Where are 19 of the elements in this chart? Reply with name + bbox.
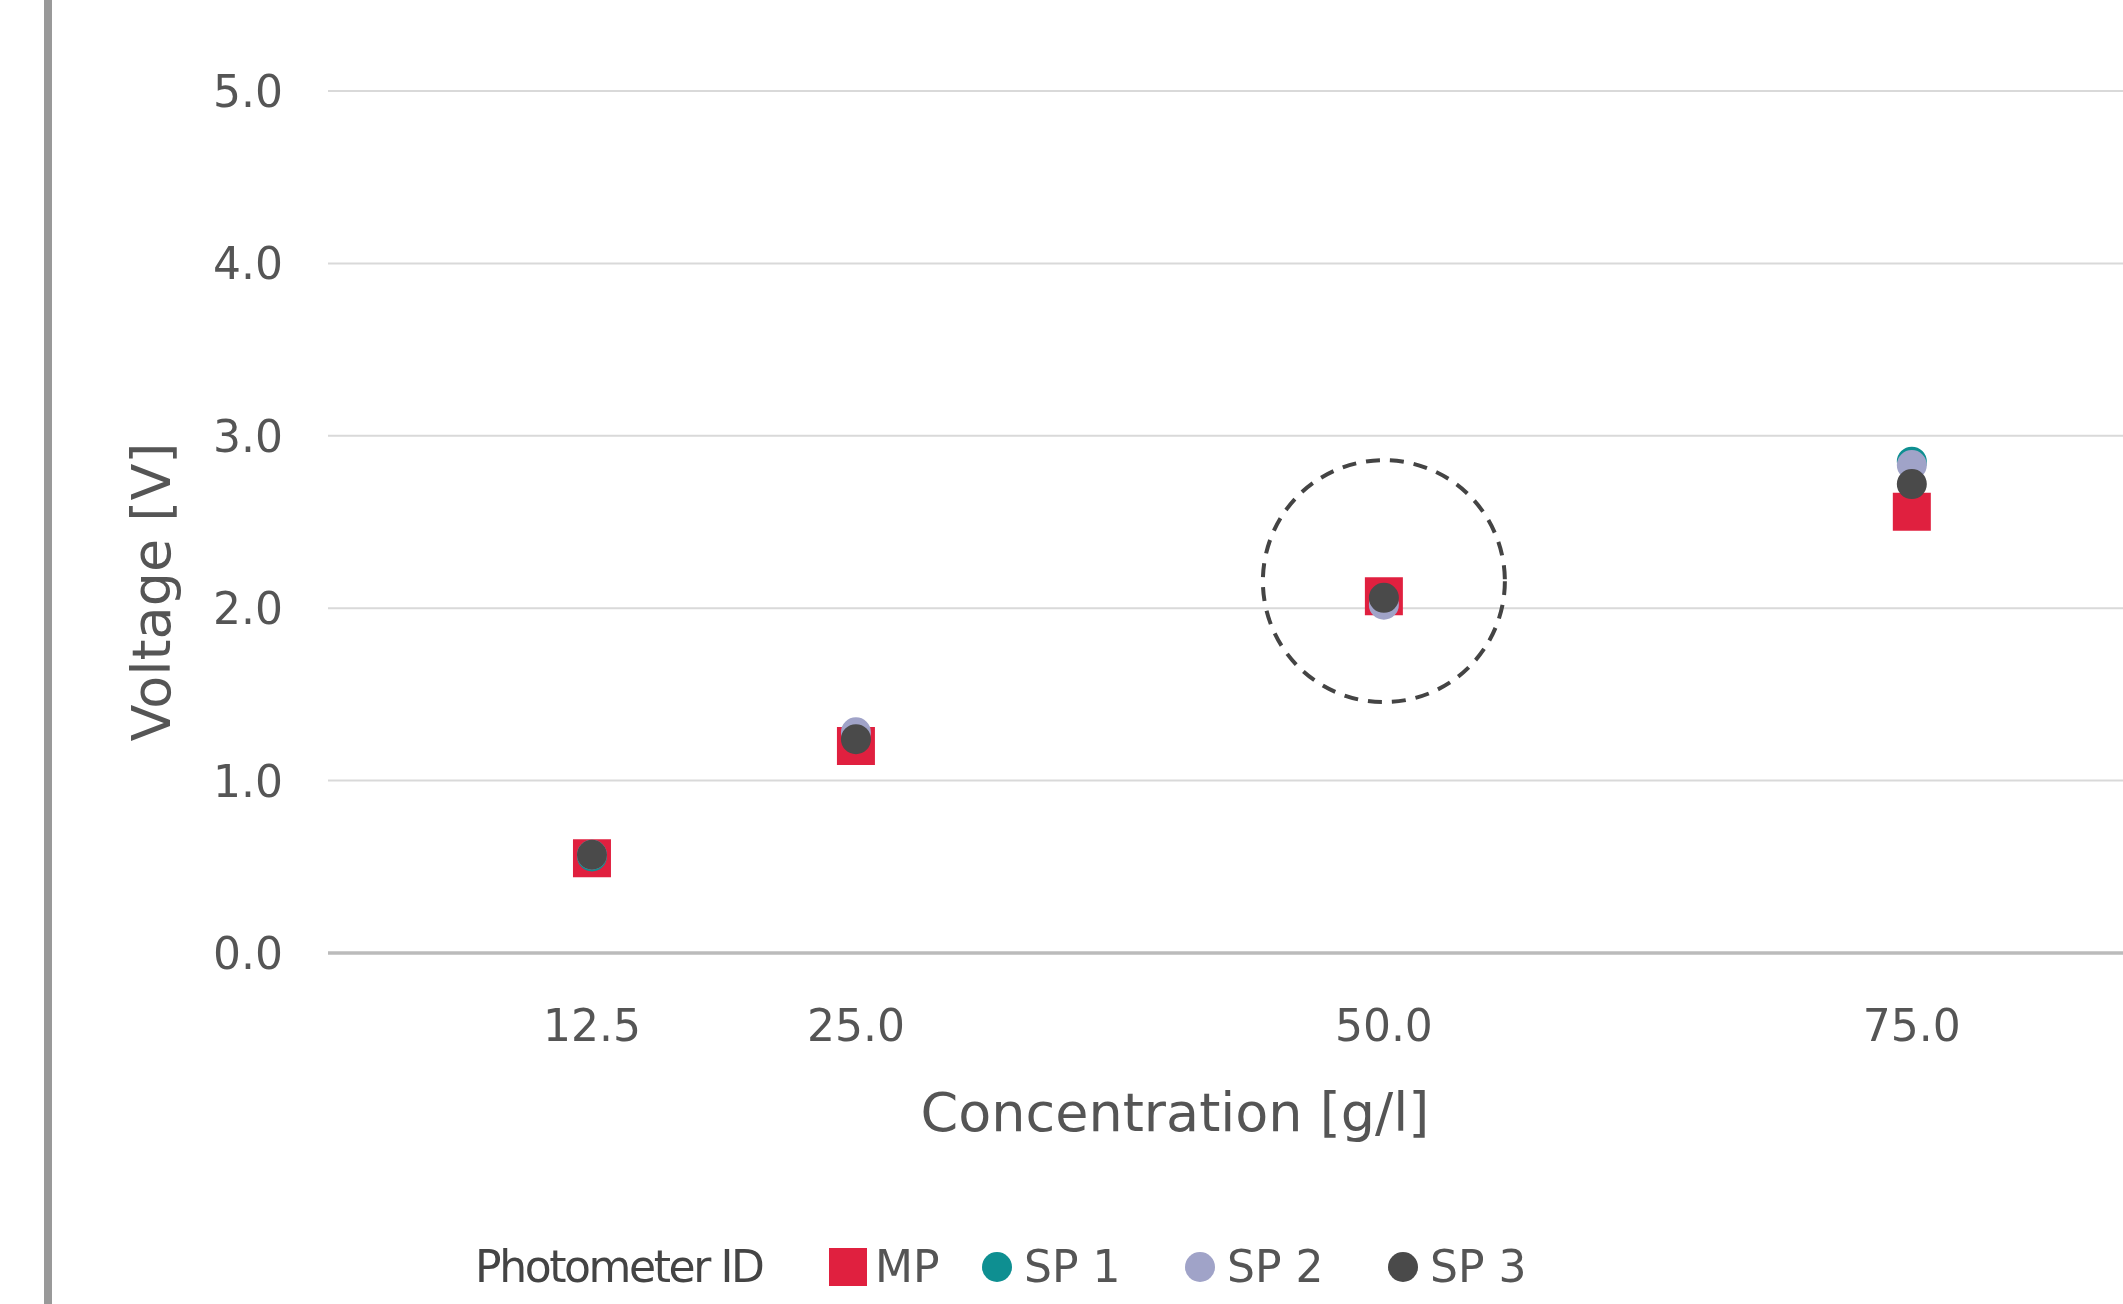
y-tick-label: 5.0 bbox=[213, 66, 283, 117]
y-tick-label: 4.0 bbox=[213, 238, 283, 290]
legend-label: SP 2 bbox=[1227, 1241, 1324, 1292]
y-tick-label: 3.0 bbox=[213, 410, 283, 462]
y-tick-label: 0.0 bbox=[213, 928, 283, 979]
x-tick-label: 12.5 bbox=[542, 1000, 641, 1051]
x-axis-title: Concentration [g/l] bbox=[920, 1081, 1430, 1144]
y-tick-label: 2.0 bbox=[213, 583, 283, 635]
x-tick-label: 25.0 bbox=[806, 1000, 905, 1051]
legend-label: SP 3 bbox=[1430, 1241, 1527, 1292]
legend-label: SP 1 bbox=[1024, 1241, 1121, 1292]
point bbox=[1892, 492, 1931, 531]
legend-label: MP bbox=[875, 1241, 940, 1292]
x-tick-label: 75.0 bbox=[1862, 1000, 1961, 1051]
y-tick-label: 1.0 bbox=[213, 755, 283, 807]
y-axis-title: Voltage [V] bbox=[120, 442, 183, 742]
point bbox=[1896, 469, 1927, 500]
legend-title: Photometer ID bbox=[475, 1241, 765, 1292]
x-tick-label: 50.0 bbox=[1334, 1000, 1433, 1051]
